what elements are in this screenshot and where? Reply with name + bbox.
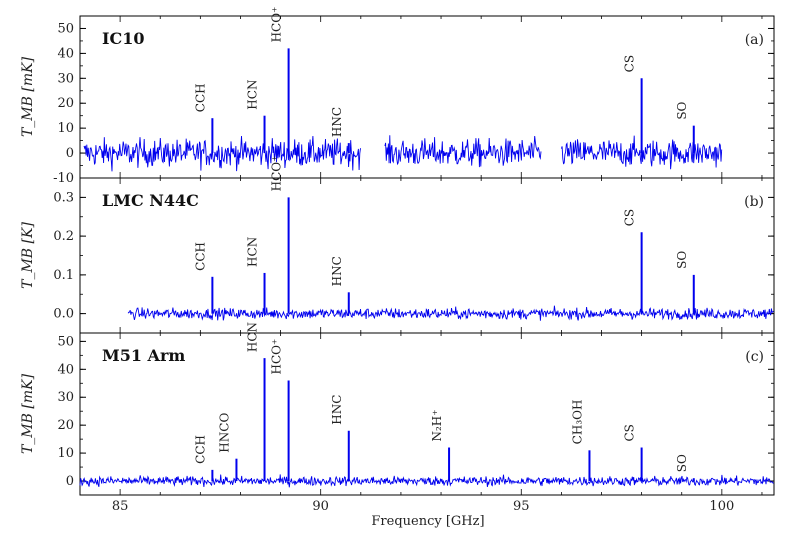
line-label: HNC bbox=[330, 107, 344, 137]
y-tick-label: 50 bbox=[57, 334, 74, 349]
line-label: HCO⁺ bbox=[270, 156, 284, 192]
y-tick-label: 0.2 bbox=[53, 229, 74, 244]
panel-label: (c) bbox=[745, 349, 764, 365]
y-tick-label: 0 bbox=[66, 146, 74, 161]
line-label: N₂H⁺ bbox=[430, 409, 444, 441]
line-label: CCH bbox=[193, 83, 207, 112]
line-label: HCN bbox=[246, 322, 260, 352]
line-label: CH₃OH bbox=[570, 400, 584, 445]
y-tick-label: 0.0 bbox=[53, 307, 74, 322]
panel-title: LMC N44C bbox=[102, 191, 199, 210]
y-axis-label: T_MB [mK] bbox=[20, 373, 36, 454]
panel-frame bbox=[79, 332, 775, 496]
y-tick-label: 10 bbox=[57, 121, 74, 136]
panel-title: M51 Arm bbox=[102, 346, 185, 365]
line-label: SO bbox=[675, 454, 689, 472]
y-tick-label: 30 bbox=[57, 390, 74, 405]
x-axis-label: Frequency [GHz] bbox=[371, 514, 484, 529]
panel-1: -10 0 10 20 30 40 50 CCH HCN HCO⁺ HNC CS SO IC10 (a) T_… bbox=[20, 7, 775, 186]
line-label: HCN bbox=[246, 237, 260, 267]
y-tick-label: 50 bbox=[57, 21, 74, 36]
line-label: HNC bbox=[330, 395, 344, 425]
line-label: SO bbox=[675, 101, 689, 119]
y-axis-label: T_MB [K] bbox=[20, 222, 36, 289]
panel-3: 0 10 20 30 40 50 CCH HNCO HCN HCO⁺ HNC N₂H⁺ CH₃OH CS S… bbox=[20, 322, 775, 496]
x-tick-label: 90 bbox=[312, 499, 329, 514]
line-label: CS bbox=[623, 209, 637, 226]
panel-label: (b) bbox=[744, 194, 764, 210]
y-tick-label: 30 bbox=[57, 71, 74, 86]
line-label: CCH bbox=[193, 435, 207, 464]
y-tick-label: -10 bbox=[53, 171, 74, 186]
y-tick-label: 0.3 bbox=[53, 190, 74, 205]
panel-title: IC10 bbox=[102, 29, 144, 48]
line-label: SO bbox=[675, 251, 689, 269]
spectrum-trace bbox=[83, 135, 723, 172]
line-label: HCN bbox=[246, 80, 260, 110]
line-label: CCH bbox=[193, 242, 207, 271]
x-tick-label: 85 bbox=[112, 499, 129, 514]
line-label: HCO⁺ bbox=[270, 339, 284, 375]
y-tick-label: 20 bbox=[57, 96, 74, 111]
panel-label: (a) bbox=[745, 32, 764, 48]
y-tick-label: 10 bbox=[57, 446, 74, 461]
x-tick-label: 95 bbox=[513, 499, 530, 514]
line-label: CS bbox=[623, 55, 637, 72]
y-tick-label: 40 bbox=[57, 46, 74, 61]
line-label: CS bbox=[623, 424, 637, 441]
line-label: HCO⁺ bbox=[270, 7, 284, 43]
line-label: HNC bbox=[330, 256, 344, 286]
panel-2: 0.0 0.1 0.2 0.3 CCH HCN HCO⁺ HNC CS SO LMC N44C (b)… bbox=[20, 156, 775, 334]
y-axis-label: T_MB [mK] bbox=[20, 56, 36, 137]
line-label: HNCO bbox=[217, 413, 231, 453]
y-tick-label: 0.1 bbox=[53, 268, 74, 283]
y-tick-label: 20 bbox=[57, 418, 74, 433]
spectrum-trace bbox=[127, 305, 774, 321]
spectrum-trace bbox=[79, 474, 774, 488]
y-tick-label: 40 bbox=[57, 362, 74, 377]
y-tick-label: 0 bbox=[66, 474, 74, 489]
x-tick-label: 100 bbox=[709, 499, 734, 514]
